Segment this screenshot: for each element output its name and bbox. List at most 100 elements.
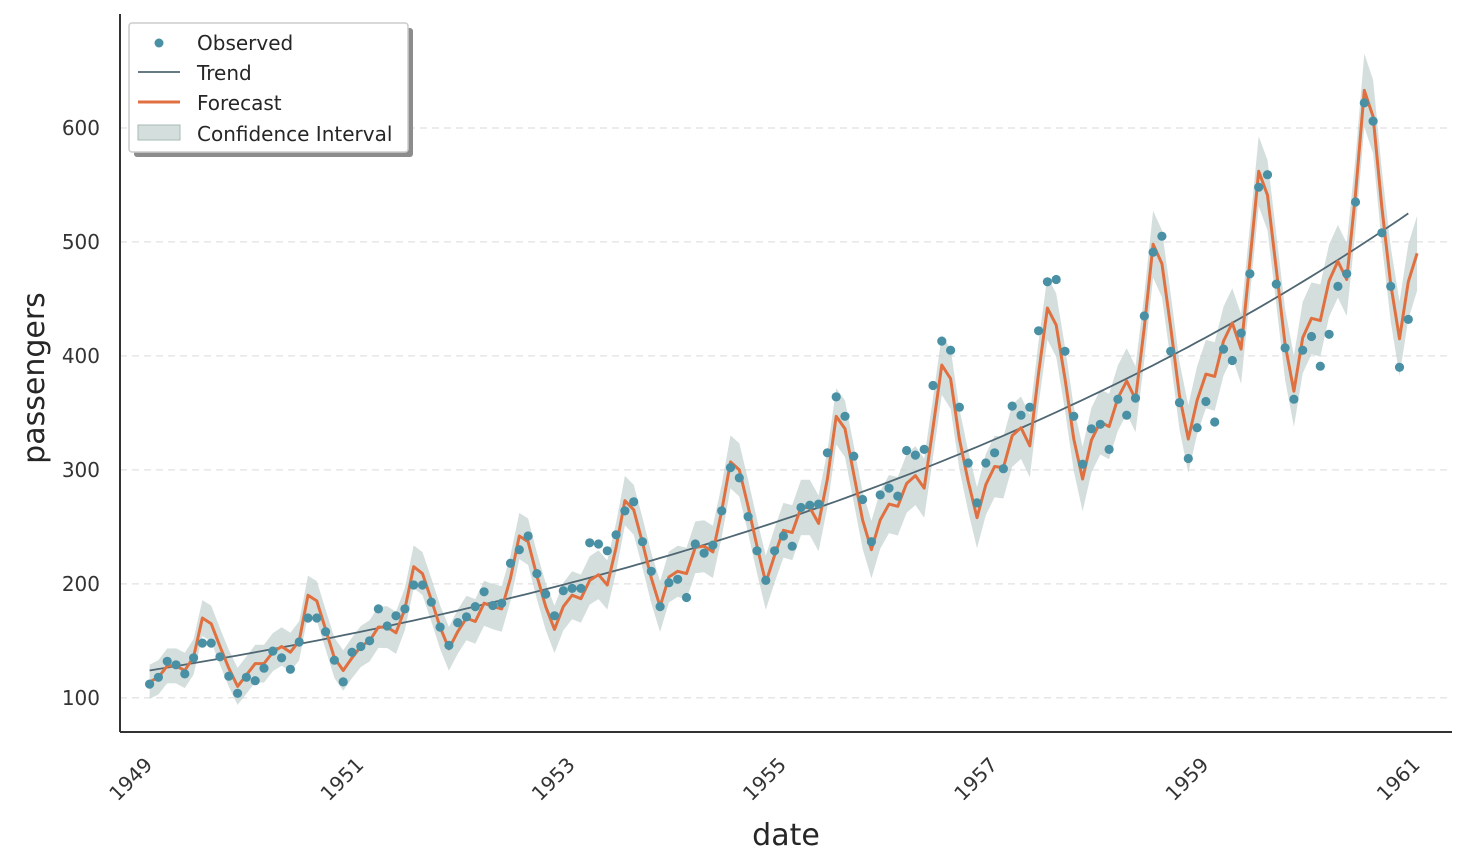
observed-point <box>1086 424 1096 434</box>
y-tick-label-300: 300 <box>62 458 100 482</box>
observed-point <box>1174 398 1185 408</box>
observed-point <box>1324 329 1334 339</box>
legend-observed-marker <box>154 38 164 48</box>
x-tick-labels: 1949 1951 1953 1955 1957 1959 1961 <box>104 753 1425 806</box>
axes <box>119 14 1452 733</box>
observed-point <box>294 637 304 647</box>
observed-point <box>1007 401 1017 411</box>
observed-point <box>814 499 824 509</box>
observed-point <box>1060 346 1070 356</box>
observed-point <box>884 483 894 493</box>
observed-point <box>153 672 163 682</box>
observed-point <box>981 458 991 468</box>
observed-point <box>558 586 568 596</box>
observed-point <box>620 506 630 516</box>
observed-point <box>206 638 216 648</box>
observed-point <box>1368 116 1378 126</box>
observed-point <box>954 402 965 412</box>
observed-point <box>1262 170 1273 180</box>
observed-point <box>1130 393 1141 403</box>
observed-point <box>1254 182 1264 192</box>
observed-point <box>1095 419 1105 429</box>
x-tick-label-1949: 1949 <box>104 753 157 806</box>
observed-point <box>1333 281 1343 291</box>
observed-point <box>646 566 656 576</box>
observed-point <box>629 497 639 507</box>
legend-label-trend: Trend <box>196 61 252 85</box>
observed-point <box>488 600 498 611</box>
observed-point <box>690 539 700 549</box>
observed-point <box>567 583 577 594</box>
observed-point <box>303 613 313 623</box>
observed-point <box>963 458 973 468</box>
observed-point <box>637 537 648 547</box>
observed-point <box>426 597 436 607</box>
observed-point <box>1245 269 1255 279</box>
observed-point <box>1359 98 1369 108</box>
observed-point <box>1113 394 1123 404</box>
observed-point <box>1192 423 1202 433</box>
observed-point <box>1394 362 1405 372</box>
observed-point <box>655 602 665 612</box>
observed-point <box>1201 396 1211 407</box>
observed-point <box>1227 355 1237 366</box>
observed-point <box>532 569 542 579</box>
observed-point <box>197 638 207 648</box>
observed-point <box>1157 231 1167 241</box>
x-tick-label-1961: 1961 <box>1372 753 1425 806</box>
observed-point <box>391 611 401 621</box>
observed-point <box>778 531 789 541</box>
observed-point <box>1386 281 1396 291</box>
observed-point <box>1078 459 1088 469</box>
confidence-band-layer <box>149 53 1418 705</box>
forecast-layer <box>148 88 1419 688</box>
legend-box <box>128 22 409 153</box>
observed-point <box>453 618 463 628</box>
observed-point <box>435 622 445 632</box>
observed-point <box>770 546 780 556</box>
observed-point <box>849 451 859 461</box>
observed-point <box>1183 453 1193 464</box>
y-tick-label-200: 200 <box>62 572 100 596</box>
forecast-line <box>148 88 1419 688</box>
observed-point <box>576 583 586 594</box>
confidence-interval-band <box>149 53 1418 705</box>
y-axis-label: passengers <box>17 292 52 464</box>
observed-point <box>998 464 1009 474</box>
observed-point <box>523 531 533 541</box>
observed-point <box>145 679 155 689</box>
observed-point <box>329 655 339 665</box>
x-tick-label-1959: 1959 <box>1160 753 1213 806</box>
observed-point <box>1166 346 1176 356</box>
observed-point <box>743 511 753 522</box>
observed-point <box>928 380 938 391</box>
observed-point <box>1289 394 1299 404</box>
observed-point <box>699 548 709 558</box>
observed-point <box>417 580 428 590</box>
observed-point <box>162 656 172 666</box>
observed-point <box>470 602 480 612</box>
observed-point <box>910 450 921 460</box>
observed-point <box>233 688 243 698</box>
observed-point <box>171 660 181 670</box>
x-tick-label-1953: 1953 <box>527 753 580 806</box>
observed-point <box>1342 269 1352 279</box>
observed-point <box>1315 361 1325 371</box>
trend-layer <box>149 212 1409 672</box>
observed-point <box>875 490 885 500</box>
observed-point <box>241 672 251 682</box>
observed-point <box>1042 277 1052 287</box>
observed-point <box>1051 274 1061 285</box>
x-axis-label: date <box>752 818 820 853</box>
observed-point <box>972 498 982 508</box>
observed-point <box>761 575 771 586</box>
observed-point <box>277 653 287 663</box>
observed-point <box>787 541 797 551</box>
observed-point <box>725 463 736 473</box>
observed-point <box>866 537 877 547</box>
observed-point <box>215 652 225 662</box>
observed-point <box>400 604 410 614</box>
observed-point <box>902 445 912 456</box>
observed-point <box>189 653 199 663</box>
observed-point <box>285 664 295 674</box>
